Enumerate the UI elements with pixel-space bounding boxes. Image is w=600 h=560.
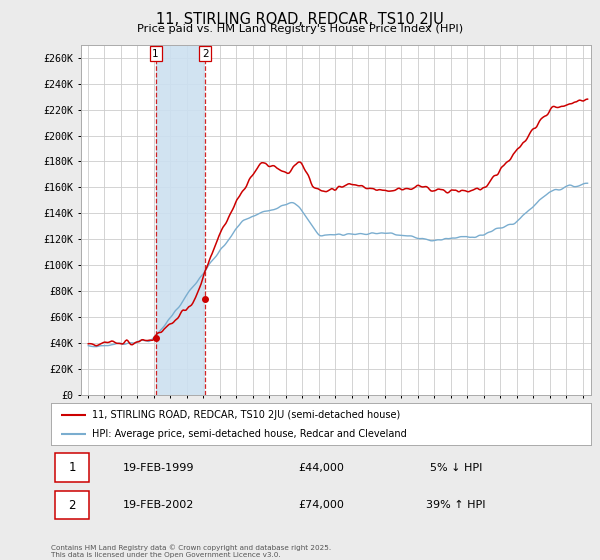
Text: £44,000: £44,000 <box>298 463 344 473</box>
Text: 1: 1 <box>152 49 159 59</box>
Text: 11, STIRLING ROAD, REDCAR, TS10 2JU: 11, STIRLING ROAD, REDCAR, TS10 2JU <box>156 12 444 27</box>
Text: 39% ↑ HPI: 39% ↑ HPI <box>426 500 486 510</box>
Text: 5% ↓ HPI: 5% ↓ HPI <box>430 463 482 473</box>
Bar <box>155 45 205 395</box>
Text: 19-FEB-1999: 19-FEB-1999 <box>123 463 195 473</box>
Text: 2: 2 <box>202 49 208 59</box>
Text: 1: 1 <box>68 461 76 474</box>
Text: 2: 2 <box>68 498 76 512</box>
FancyBboxPatch shape <box>55 454 89 482</box>
Text: 19-FEB-2002: 19-FEB-2002 <box>124 500 194 510</box>
Text: 11, STIRLING ROAD, REDCAR, TS10 2JU (semi-detached house): 11, STIRLING ROAD, REDCAR, TS10 2JU (sem… <box>91 409 400 419</box>
FancyBboxPatch shape <box>55 491 89 519</box>
Text: Contains HM Land Registry data © Crown copyright and database right 2025.
This d: Contains HM Land Registry data © Crown c… <box>51 545 331 558</box>
Text: Price paid vs. HM Land Registry's House Price Index (HPI): Price paid vs. HM Land Registry's House … <box>137 24 463 34</box>
Text: £74,000: £74,000 <box>298 500 344 510</box>
Text: HPI: Average price, semi-detached house, Redcar and Cleveland: HPI: Average price, semi-detached house,… <box>91 429 406 439</box>
